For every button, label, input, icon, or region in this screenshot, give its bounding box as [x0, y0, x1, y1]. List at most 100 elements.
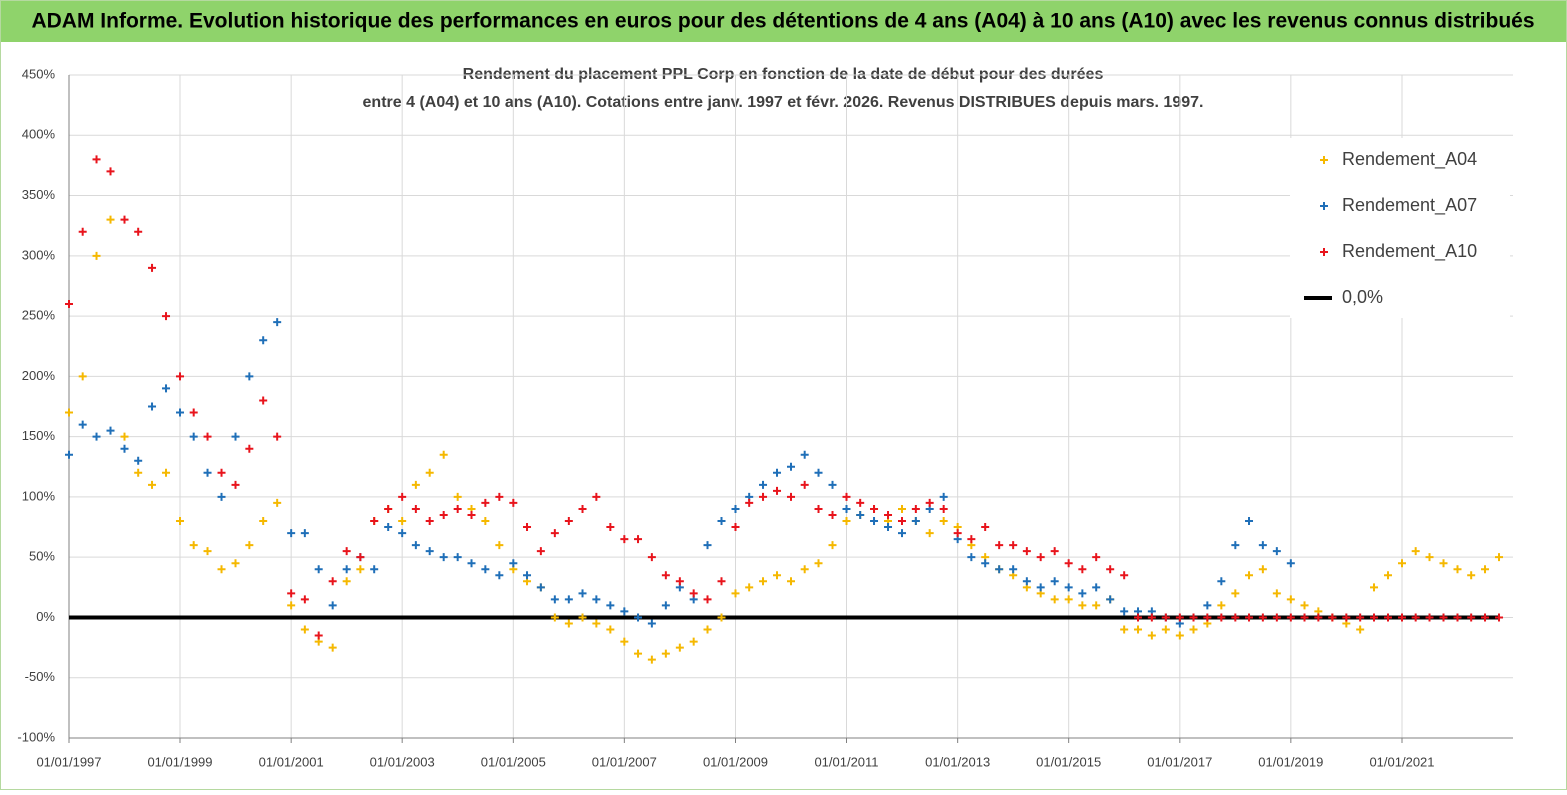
data-point — [1356, 613, 1365, 622]
data-point — [162, 384, 171, 393]
data-point — [1245, 613, 1254, 622]
data-point — [439, 450, 448, 459]
data-point — [536, 583, 545, 592]
data-point — [814, 468, 823, 477]
data-point — [1120, 625, 1129, 634]
data-point — [342, 547, 351, 556]
data-point — [1009, 541, 1018, 550]
data-point — [731, 504, 740, 513]
data-point — [106, 426, 115, 435]
data-point — [273, 498, 282, 507]
data-point — [189, 408, 198, 417]
data-point — [898, 504, 907, 513]
y-tick-label: 250% — [22, 308, 56, 323]
data-point — [1342, 613, 1351, 622]
data-point — [1481, 613, 1490, 622]
data-point — [939, 492, 948, 501]
data-point — [717, 517, 726, 526]
x-tick-label: 01/01/2003 — [370, 754, 435, 769]
data-point — [1397, 613, 1406, 622]
legend-swatch — [1320, 248, 1328, 256]
data-point — [203, 547, 212, 556]
data-point — [1258, 541, 1267, 550]
data-point — [1009, 565, 1018, 574]
data-point — [523, 523, 532, 532]
data-point — [1064, 595, 1073, 604]
data-point — [1134, 613, 1143, 622]
x-tick-label: 01/01/1999 — [147, 754, 212, 769]
data-point — [1231, 589, 1240, 598]
data-point — [1106, 565, 1115, 574]
data-point — [536, 547, 545, 556]
data-point — [92, 251, 101, 260]
data-point — [342, 565, 351, 574]
data-point — [1231, 613, 1240, 622]
data-point — [370, 565, 379, 574]
data-point — [453, 492, 462, 501]
data-point — [898, 529, 907, 538]
data-point — [245, 541, 254, 550]
data-point — [1384, 571, 1392, 580]
data-point — [495, 541, 504, 550]
data-point — [106, 167, 115, 176]
data-point — [1439, 613, 1448, 622]
data-point — [1272, 589, 1281, 598]
data-point — [967, 553, 976, 562]
data-point — [217, 565, 226, 574]
data-point — [1092, 583, 1101, 592]
data-point — [287, 529, 296, 538]
data-point — [689, 589, 698, 598]
data-point — [1134, 625, 1143, 634]
data-point — [564, 619, 573, 628]
data-point — [398, 492, 407, 501]
data-point — [911, 517, 920, 526]
data-point — [634, 649, 643, 658]
data-point — [1022, 577, 1031, 586]
data-point — [773, 468, 782, 477]
data-point — [550, 595, 559, 604]
data-point — [1050, 595, 1059, 604]
data-point — [328, 601, 337, 610]
data-point — [1217, 577, 1226, 586]
data-point — [1147, 631, 1156, 640]
data-point — [162, 468, 171, 477]
data-point — [1272, 613, 1281, 622]
data-point — [384, 504, 393, 513]
data-point — [1314, 613, 1323, 622]
data-point — [1078, 589, 1087, 598]
legend-swatch — [1320, 202, 1328, 210]
data-point — [342, 577, 351, 586]
data-point — [259, 396, 268, 405]
data-point — [731, 523, 740, 532]
data-point — [759, 492, 768, 501]
x-tick-label: 01/01/2009 — [703, 754, 768, 769]
data-point — [231, 480, 240, 489]
data-point — [564, 517, 573, 526]
y-tick-label: 150% — [22, 428, 56, 443]
y-tick-label: 450% — [22, 66, 56, 81]
y-tick-label: 350% — [22, 187, 56, 202]
data-point — [425, 547, 434, 556]
data-point — [717, 613, 726, 622]
data-point — [92, 155, 101, 164]
data-point — [1189, 625, 1198, 634]
data-point — [259, 336, 268, 345]
data-point — [689, 637, 698, 646]
data-point — [1328, 613, 1337, 622]
data-point — [1370, 613, 1379, 622]
data-point — [65, 300, 73, 309]
data-point — [1106, 595, 1115, 604]
data-point — [1203, 613, 1212, 622]
data-point — [939, 504, 948, 513]
data-point — [356, 553, 365, 562]
data-point — [773, 571, 782, 580]
data-point — [523, 571, 532, 580]
data-point — [287, 601, 296, 610]
data-point — [925, 498, 934, 507]
data-point — [564, 595, 573, 604]
data-point — [1161, 625, 1170, 634]
data-point — [1286, 559, 1295, 568]
data-point — [231, 432, 240, 441]
